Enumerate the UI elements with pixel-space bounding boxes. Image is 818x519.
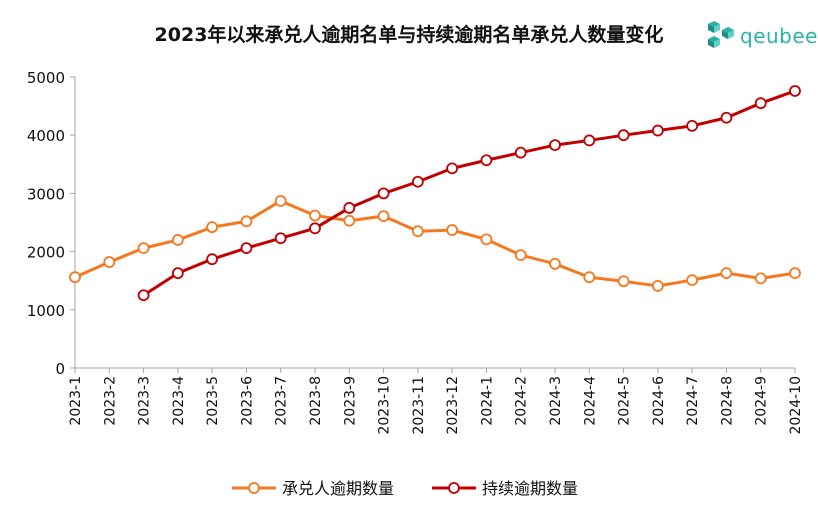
x-tick-label: 2023-9 [342, 376, 358, 426]
x-tick-label: 2023-6 [239, 376, 255, 426]
series-continuous-overdue-point [240, 242, 253, 255]
series-continuous-overdue-point [206, 253, 219, 266]
series-continuous-overdue-point [549, 139, 561, 151]
series-continuous-overdue-point [309, 222, 321, 235]
series-overdue-point [754, 272, 767, 285]
series-overdue-point [480, 233, 493, 246]
series-continuous-overdue-point [583, 134, 596, 147]
logo: qeubee [706, 16, 818, 56]
series-overdue-point [617, 275, 630, 288]
series-continuous-overdue-point [789, 85, 801, 97]
x-tick-label: 2024-2 [514, 376, 530, 426]
series-overdue-point [651, 280, 664, 292]
series-continuous-overdue-point [617, 129, 630, 142]
x-tick-label: 2024-1 [479, 376, 495, 426]
legend-continuous-overdue-label: 持续逾期数量 [482, 479, 578, 498]
series-continuous-overdue-point [171, 267, 184, 280]
legend-continuous-overdue-marker [448, 482, 460, 494]
logo-text: qeubee [740, 24, 818, 48]
series-overdue-point [137, 242, 150, 255]
series-overdue-point [377, 210, 390, 222]
x-tick-label: 2023-4 [171, 376, 187, 426]
y-tick-label: 0 [55, 360, 65, 378]
x-tick-label: 2023-10 [377, 376, 393, 435]
series-overdue-point [343, 214, 356, 227]
series-continuous-overdue-point [343, 202, 356, 214]
series-overdue-point [411, 225, 424, 238]
series-continuous-overdue-point [274, 232, 287, 245]
y-tick-label: 2000 [27, 244, 65, 262]
series-overdue-point [549, 257, 561, 270]
series-continuous-overdue-line [142, 89, 796, 297]
series-continuous-overdue-point [686, 119, 699, 132]
x-tick-label: 2023-2 [102, 376, 118, 426]
series-continuous-overdue-point [377, 187, 390, 200]
x-tick-label: 2023-8 [308, 376, 324, 426]
series-continuous-overdue-point [137, 289, 150, 302]
series-continuous-overdue-point [651, 124, 664, 137]
series-overdue-point [583, 271, 596, 284]
y-tick-label: 4000 [27, 127, 65, 145]
series-overdue-point [240, 215, 253, 228]
series-overdue-point [171, 234, 184, 246]
x-tick-label: 2024-7 [685, 376, 701, 426]
x-tick-label: 2023-3 [137, 376, 153, 426]
x-tick-label: 2023-12 [445, 376, 461, 435]
x-tick-label: 2024-3 [548, 376, 564, 426]
y-tick-label: 1000 [27, 302, 65, 320]
series-overdue-point [720, 267, 733, 280]
x-tick-label: 2024-6 [651, 376, 667, 426]
series-overdue-point [789, 267, 801, 280]
x-tick-label: 2023-11 [411, 376, 427, 435]
x-tick-label: 2024-8 [719, 376, 735, 426]
x-tick-label: 2023-1 [68, 376, 84, 426]
series-overdue-line [74, 199, 796, 288]
x-tick-label: 2023-5 [205, 376, 221, 426]
x-tick-label: 2024-4 [582, 376, 598, 426]
series-continuous-overdue-point [754, 97, 767, 110]
y-tick-label: 5000 [27, 69, 65, 87]
cube-cluster-icon [708, 21, 734, 48]
x-tick-label: 2023-7 [274, 376, 290, 426]
series-overdue-point [274, 195, 287, 207]
x-tick-label: 2024-5 [617, 376, 633, 426]
series-overdue-point [309, 209, 321, 222]
series-overdue-point [514, 249, 527, 261]
series-overdue-point [446, 224, 459, 236]
series-continuous-overdue-point [720, 111, 733, 124]
legend-overdue-marker [248, 482, 260, 494]
x-tick-label: 2024-10 [788, 376, 804, 435]
y-tick-label: 3000 [27, 185, 65, 203]
chart-title: 2023年以来承兑人逾期名单与持续逾期名单承兑人数量变化 [154, 24, 664, 46]
series-overdue-point [686, 274, 699, 287]
series-overdue-point [206, 221, 219, 234]
series-continuous-overdue-point [480, 154, 493, 167]
x-tick-label: 2024-9 [754, 376, 770, 426]
series-continuous-overdue-point [411, 175, 424, 188]
legend-overdue-label: 承兑人逾期数量 [282, 479, 394, 498]
series-continuous-overdue-point [446, 162, 459, 175]
series-overdue-point [103, 256, 116, 268]
series-overdue-point [69, 271, 81, 284]
series-continuous-overdue-point [514, 146, 527, 159]
